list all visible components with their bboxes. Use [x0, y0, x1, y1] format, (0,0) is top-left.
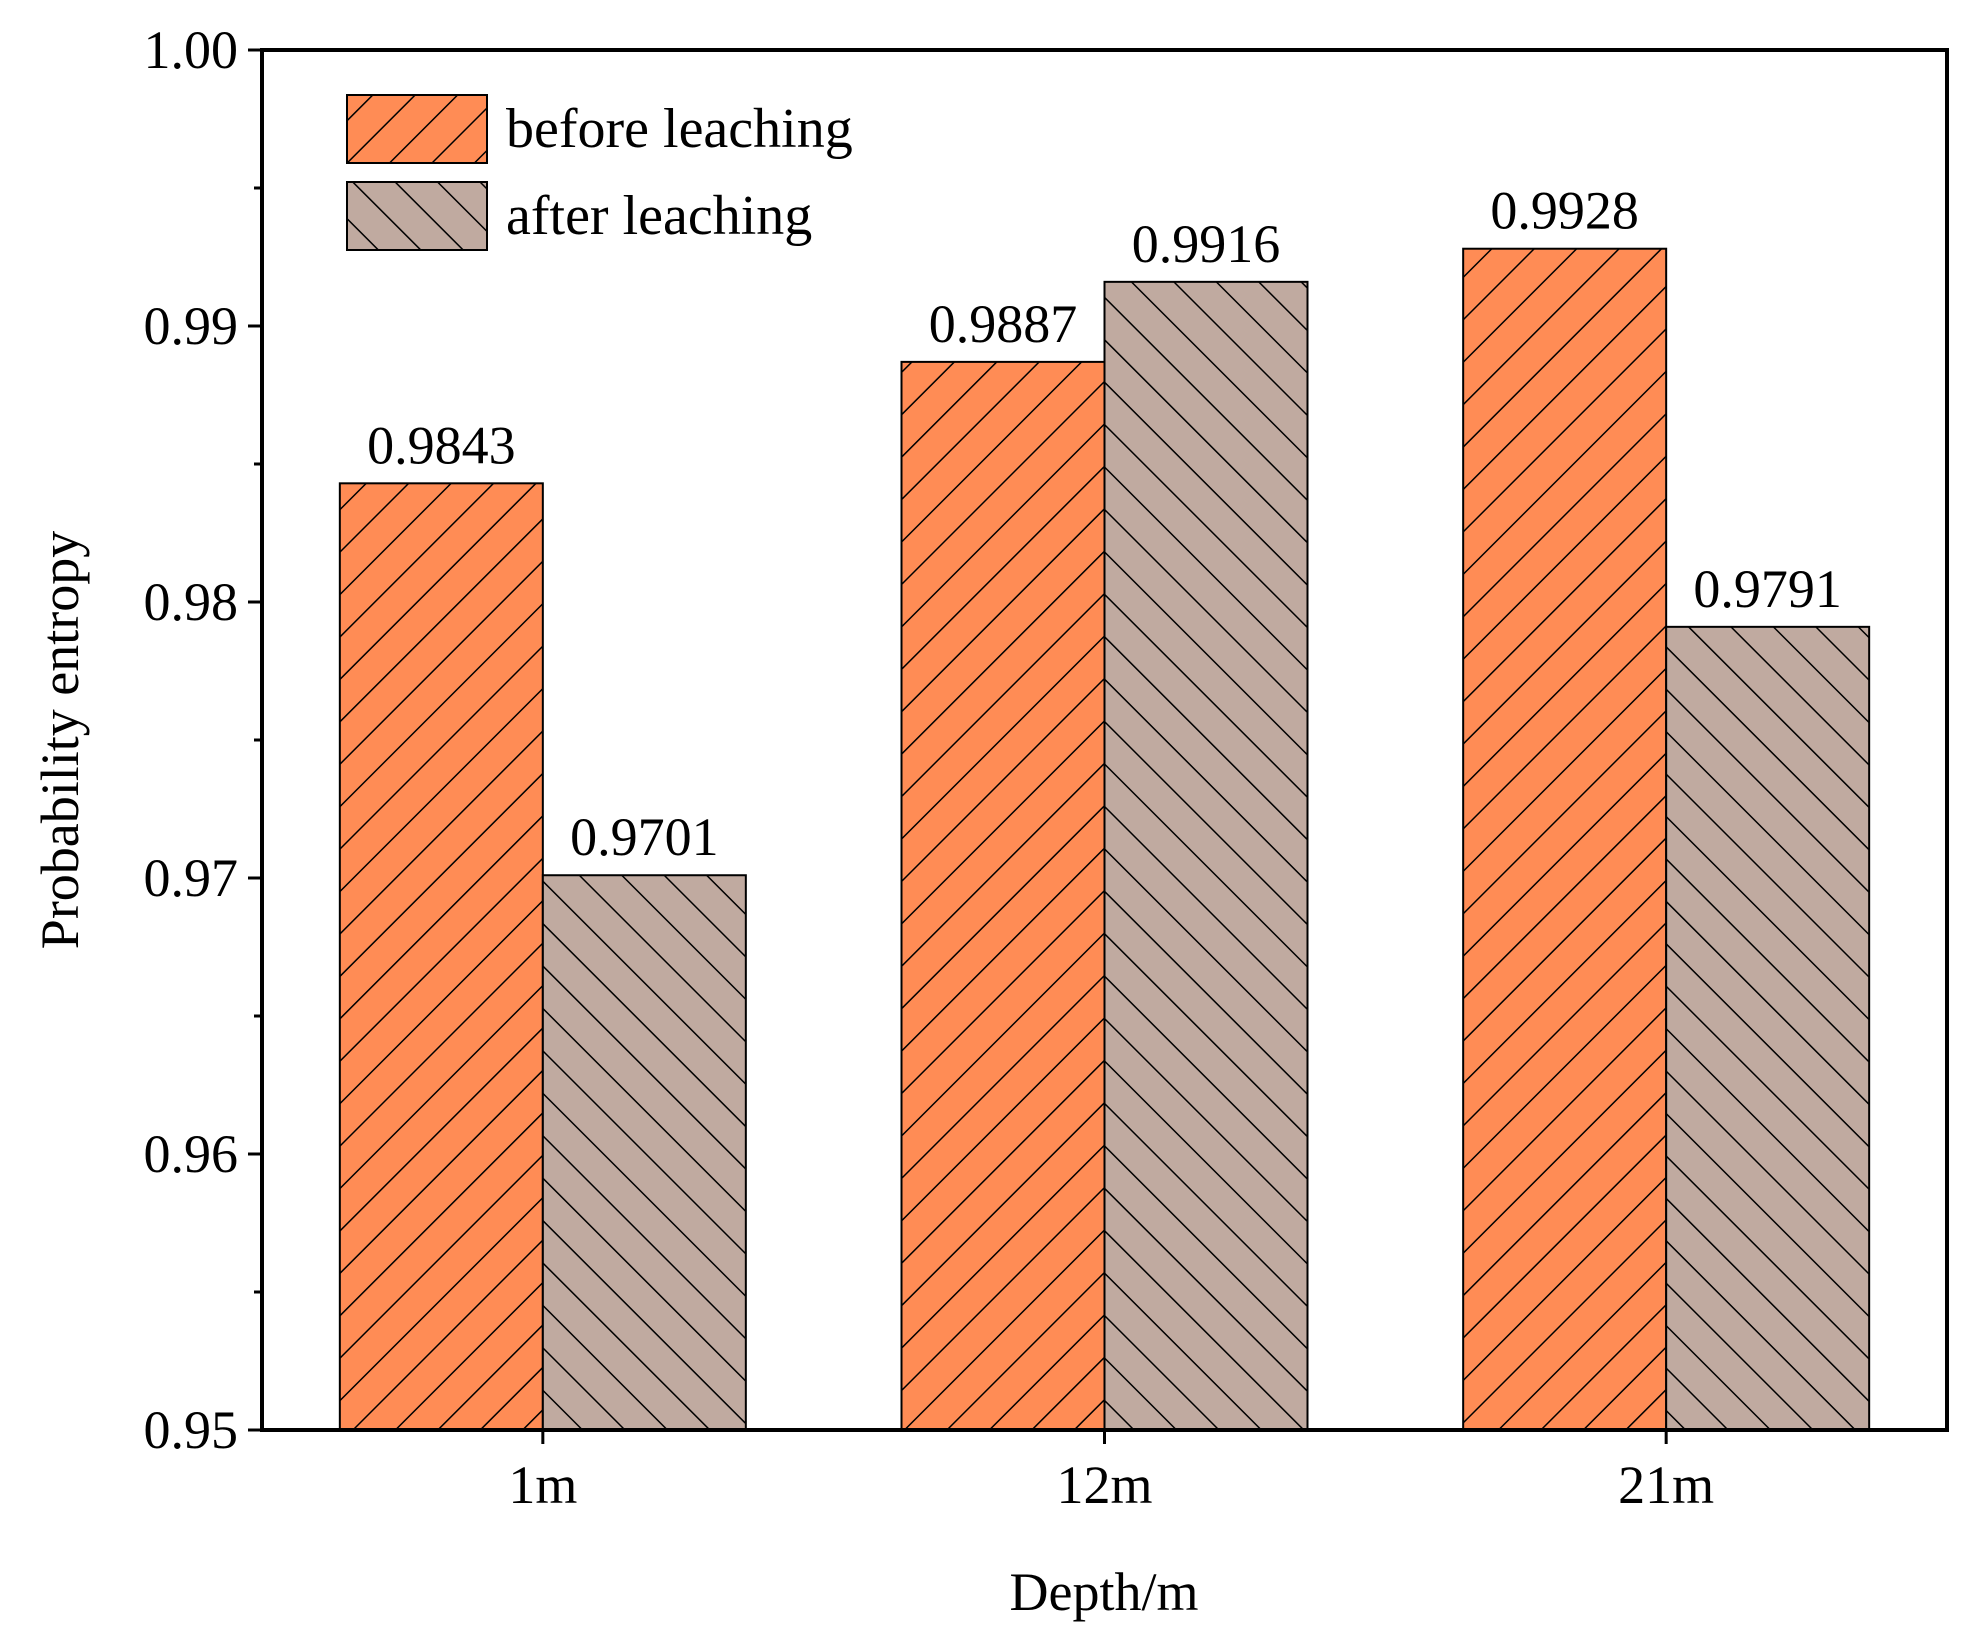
- bar-value-label: 0.9701: [570, 807, 719, 867]
- x-tick-label: 12m: [1056, 1455, 1152, 1515]
- bar-labels-layer: 0.9843 0.9701 0.9887 0.9916 0.9928 0.9791: [367, 181, 1842, 868]
- legend-swatch-after: [346, 181, 488, 251]
- y-tick-label: 0.95: [144, 1400, 239, 1460]
- x-axis-title: Depth/m: [1010, 1562, 1199, 1622]
- y-tick-label: 1.00: [144, 20, 239, 80]
- legend: before leaching after leaching: [346, 94, 853, 251]
- x-tick-label: 1m: [508, 1455, 577, 1515]
- bar-after-21m: [1665, 625, 1871, 1431]
- bar-value-label: 0.9928: [1490, 181, 1639, 241]
- bar-before-21m: [1462, 247, 1668, 1432]
- y-tick-label: 0.98: [144, 572, 239, 632]
- bar-before-1m: [338, 482, 544, 1431]
- bar-value-label: 0.9843: [367, 415, 516, 475]
- bar-before-12m: [900, 360, 1106, 1431]
- y-tick-label: 0.99: [144, 296, 239, 356]
- bar-after-12m: [1103, 280, 1309, 1432]
- bar-after-1m: [541, 874, 747, 1431]
- ticks-layer: 1m 12m 21m 0.95 0.96 0.97 0.98 0.99 1.00: [144, 20, 1715, 1515]
- y-axis-title: Probability entropy: [30, 531, 90, 949]
- bars-layer: [338, 247, 1871, 1432]
- y-tick-label: 0.97: [144, 848, 239, 908]
- bar-value-label: 0.9916: [1132, 214, 1281, 274]
- bar-value-label: 0.9887: [929, 294, 1078, 354]
- bar-value-label: 0.9791: [1693, 559, 1842, 619]
- y-tick-label: 0.96: [144, 1124, 239, 1184]
- legend-swatch-before: [346, 94, 488, 164]
- legend-label-after: after leaching: [506, 185, 812, 247]
- legend-label-before: before leaching: [506, 98, 853, 160]
- plot-area-frame: [260, 48, 1949, 1432]
- x-tick-label: 21m: [1618, 1455, 1714, 1515]
